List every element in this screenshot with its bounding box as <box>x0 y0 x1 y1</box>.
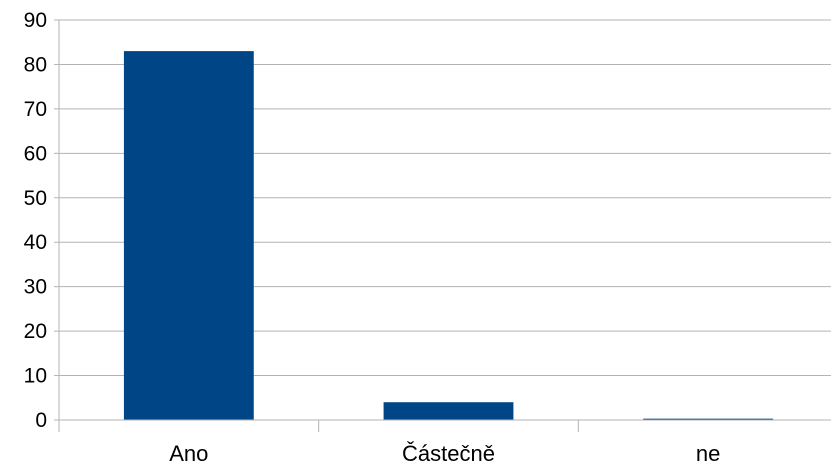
x-tick-labels: Ano Částečně ne <box>169 441 720 466</box>
bar-3 <box>643 418 774 420</box>
bar-2 <box>383 402 514 420</box>
y-tick-label: 90 <box>24 9 47 32</box>
y-tick-label: 70 <box>24 98 47 121</box>
x-tick-label: Částečně <box>402 441 495 466</box>
y-tick-label: 30 <box>24 276 47 299</box>
y-tick-label: 60 <box>24 142 47 165</box>
bar-1 <box>123 51 254 420</box>
x-tick-label: Ano <box>169 441 208 466</box>
y-tick-label: 40 <box>24 231 47 254</box>
x-tick-label: ne <box>696 441 720 466</box>
y-tick-label: 50 <box>24 187 47 210</box>
y-tick-label: 0 <box>35 409 47 432</box>
axes <box>54 19 831 432</box>
y-tick-label: 20 <box>24 320 47 343</box>
bars <box>123 51 774 420</box>
y-tick-label: 80 <box>24 53 47 76</box>
y-tick-label: 10 <box>24 365 47 388</box>
y-tick-labels: 0 10 20 30 40 50 60 70 80 90 <box>24 9 47 432</box>
